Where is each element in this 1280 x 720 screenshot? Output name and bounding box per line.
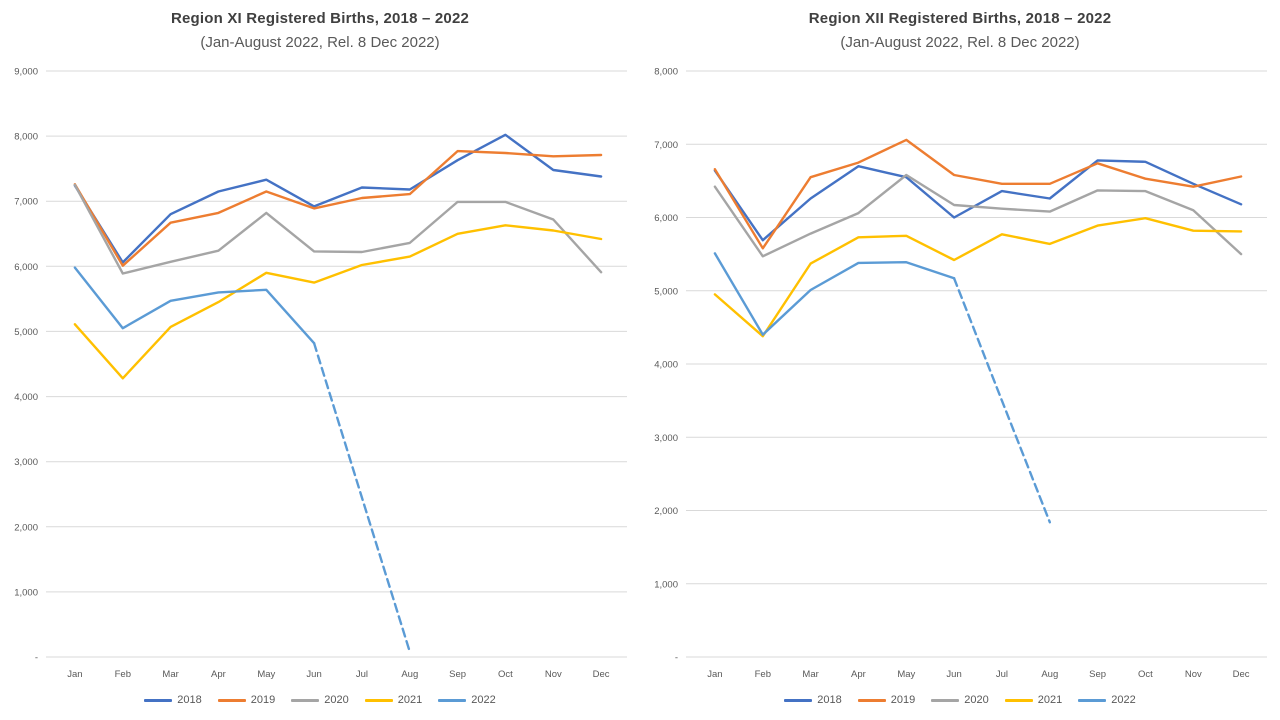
legend-swatch-icon: [931, 698, 960, 702]
x-tick-label: May: [897, 669, 915, 680]
x-tick-label: Dec: [593, 669, 610, 680]
series-line-2022-solid: [73, 266, 316, 345]
y-tick-label: 1,000: [14, 587, 38, 598]
legend-item-2019: 2019: [857, 694, 916, 706]
x-tick-label: Feb: [115, 669, 131, 680]
legend-item-2018: 2018: [784, 694, 842, 706]
legend-label: 2019: [890, 694, 916, 706]
series-line-2018: [713, 159, 1243, 242]
legend-item-2022: 2022: [1078, 694, 1136, 706]
x-tick-label: Sep: [1089, 669, 1106, 680]
legend-swatch-icon: [438, 698, 467, 702]
legend-item-2019: 2019: [217, 694, 276, 706]
x-tick-label: Jul: [356, 669, 368, 680]
x-tick-label: Oct: [1138, 669, 1153, 680]
x-tick-label: Nov: [545, 669, 562, 680]
x-tick-label: Nov: [1185, 669, 1202, 680]
x-tick-label: Aug: [1041, 669, 1058, 680]
y-tick-label: 8,000: [14, 132, 38, 143]
x-tick-label: Jul: [996, 669, 1008, 680]
series-line-2020: [73, 183, 603, 275]
series-line-2019: [73, 149, 603, 267]
x-tick-label: Jan: [67, 669, 82, 680]
y-tick-label: 3,000: [654, 433, 678, 444]
chart-legend: 2018 2019 2020 2021 2022: [640, 694, 1280, 706]
y-tick-label: 5,000: [654, 286, 678, 297]
legend-label: 2020: [324, 694, 349, 706]
legend-swatch-icon: [1078, 698, 1107, 702]
legend-item-2018: 2018: [144, 694, 202, 706]
y-tick-label: 4,000: [654, 360, 678, 371]
chart-title: Region XII Registered Births, 2018 – 202…: [808, 10, 1112, 27]
region-xi-chart: Region XI Registered Births, 2018 – 2022…: [0, 10, 640, 706]
legend-swatch-icon: [1004, 698, 1033, 702]
legend-item-2020: 2020: [291, 694, 349, 706]
y-tick-label: 6,000: [654, 213, 678, 224]
legend-label: 2020: [964, 694, 989, 706]
x-tick-label: Feb: [755, 669, 771, 680]
y-tick-label: 2,000: [654, 506, 678, 517]
y-tick-label: 5,000: [14, 327, 38, 338]
y-tick-label: -: [675, 653, 678, 664]
x-tick-label: Oct: [498, 669, 513, 680]
legend-swatch-icon: [857, 698, 886, 702]
chart-subtitle: (Jan-August 2022, Rel. 8 Dec 2022): [840, 34, 1080, 51]
legend-swatch-icon: [217, 698, 246, 702]
y-tick-label: 2,000: [14, 522, 38, 533]
x-tick-label: Jan: [707, 669, 722, 680]
legend-swatch-icon: [144, 698, 173, 702]
x-tick-label: Jun: [306, 669, 321, 680]
y-tick-label: 7,000: [14, 197, 38, 208]
x-tick-label: Apr: [211, 669, 226, 680]
legend-label: 2022: [1111, 694, 1136, 706]
legend-label: 2018: [177, 694, 202, 706]
y-tick-label: -: [35, 653, 38, 664]
legend-label: 2022: [471, 694, 496, 706]
y-tick-label: 9,000: [14, 67, 38, 78]
legend-swatch-icon: [784, 698, 813, 702]
series-line-2022-solid: [713, 252, 956, 336]
series-line-2018: [73, 133, 603, 264]
region-xii-chart: Region XII Registered Births, 2018 – 202…: [640, 0, 1280, 720]
chart-title: Region XI Registered Births, 2018 – 2022: [170, 10, 470, 27]
legend-item-2021: 2021: [364, 694, 423, 706]
x-tick-label: May: [257, 669, 275, 680]
y-tick-label: 7,000: [654, 140, 678, 151]
y-tick-label: 3,000: [14, 457, 38, 468]
legend-label: 2021: [397, 694, 423, 706]
chart-legend: 2018 2019 2020 2021 2022: [0, 694, 640, 706]
legend-swatch-icon: [364, 698, 393, 702]
x-tick-label: Aug: [401, 669, 418, 680]
y-tick-label: 6,000: [14, 262, 38, 273]
chart-plot: 8,000 7,000 6,000 5,000 4,000 3,000 2,000 1,000…: [654, 67, 1267, 680]
legend-item-2022: 2022: [438, 694, 496, 706]
x-tick-label: Dec: [1233, 669, 1250, 680]
chart-subtitle: (Jan-August 2022, Rel. 8 Dec 2022): [200, 34, 440, 51]
x-tick-label: Sep: [449, 669, 466, 680]
legend-label: 2019: [250, 694, 276, 706]
legend-label: 2021: [1037, 694, 1063, 706]
x-tick-label: Apr: [851, 669, 866, 680]
y-tick-label: 1,000: [654, 579, 678, 590]
y-tick-label: 8,000: [654, 67, 678, 78]
chart-plot: 9,000 8,000 7,000 6,000 5,000 4,000 3,000 2,000…: [14, 67, 627, 680]
series-line-2019: [713, 138, 1243, 250]
series-line-2020: [713, 173, 1243, 258]
series-line-2021: [713, 216, 1243, 338]
legend-item-2020: 2020: [931, 694, 989, 706]
x-tick-label: Mar: [162, 669, 178, 680]
x-tick-label: Jun: [946, 669, 961, 680]
series-line-2021: [73, 224, 603, 380]
legend-label: 2018: [817, 694, 842, 706]
legend-item-2021: 2021: [1004, 694, 1063, 706]
series-line-2022-dashed: [312, 342, 411, 653]
x-tick-label: Mar: [802, 669, 818, 680]
y-tick-label: 4,000: [14, 392, 38, 403]
legend-swatch-icon: [291, 698, 320, 702]
series-line-2022-dashed: [952, 277, 1051, 524]
